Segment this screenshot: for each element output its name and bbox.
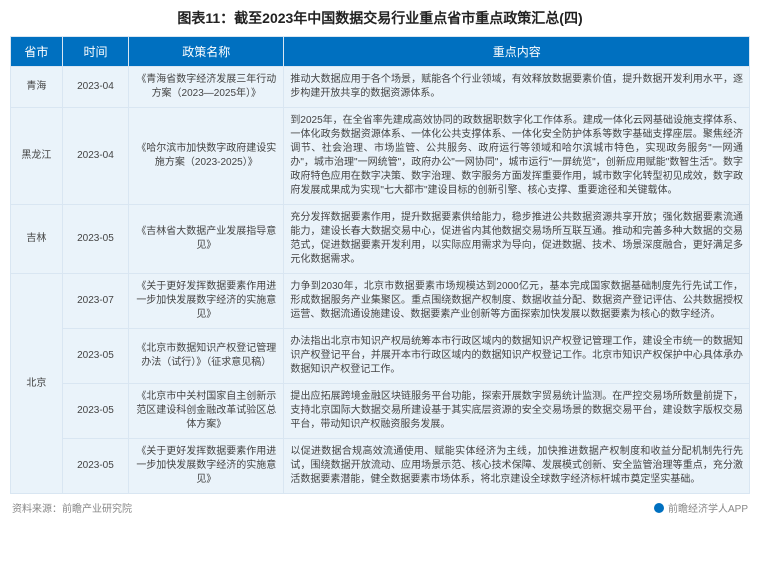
cell-policy-name: 《北京市数据知识产权登记管理办法（试行）》（征求意见稿） — [129, 329, 284, 384]
th-name: 政策名称 — [129, 37, 284, 67]
cell-policy-name: 《青海省数字经济发展三年行动方案（2023—2025年）》 — [129, 67, 284, 108]
cell-time: 2023-04 — [62, 108, 129, 205]
table-row: 2023-05《北京市数据知识产权登记管理办法（试行）》（征求意见稿）办法指出北… — [11, 329, 750, 384]
footer: 资料来源：前瞻产业研究院 前瞻经济学人APP — [10, 500, 750, 515]
th-time: 时间 — [62, 37, 129, 67]
cell-content: 推动大数据应用于各个场景，赋能各个行业领域，有效释放数据要素价值，提升数据开发利… — [284, 67, 750, 108]
cell-time: 2023-07 — [62, 274, 129, 329]
cell-content: 力争到2030年，北京市数据要素市场规模达到2000亿元，基本完成国家数据基础制… — [284, 274, 750, 329]
cell-time: 2023-05 — [62, 205, 129, 274]
table-row: 青海2023-04《青海省数字经济发展三年行动方案（2023—2025年）》推动… — [11, 67, 750, 108]
cell-policy-name: 《关于更好发挥数据要素作用进一步加快发展数字经济的实施意见》 — [129, 439, 284, 494]
cell-province: 青海 — [11, 67, 63, 108]
cell-content: 充分发挥数据要素作用，提升数据要素供给能力，稳步推进公共数据资源共享开放；强化数… — [284, 205, 750, 274]
cell-policy-name: 《吉林省大数据产业发展指导意见》 — [129, 205, 284, 274]
th-content: 重点内容 — [284, 37, 750, 67]
table-body: 青海2023-04《青海省数字经济发展三年行动方案（2023—2025年）》推动… — [11, 67, 750, 494]
policy-table: 省市 时间 政策名称 重点内容 青海2023-04《青海省数字经济发展三年行动方… — [10, 36, 750, 494]
cell-time: 2023-05 — [62, 439, 129, 494]
cell-province: 北京 — [11, 274, 63, 494]
cell-time: 2023-04 — [62, 67, 129, 108]
cell-content: 以促进数据合规高效流通使用、赋能实体经济为主线，加快推进数据产权制度和收益分配机… — [284, 439, 750, 494]
table-row: 吉林2023-05《吉林省大数据产业发展指导意见》充分发挥数据要素作用，提升数据… — [11, 205, 750, 274]
cell-time: 2023-05 — [62, 384, 129, 439]
cell-time: 2023-05 — [62, 329, 129, 384]
cell-content: 到2025年，在全省率先建成高效协同的政数据职数字化工作体系。建成一体化云网基础… — [284, 108, 750, 205]
table-header-row: 省市 时间 政策名称 重点内容 — [11, 37, 750, 67]
cell-policy-name: 《北京市中关村国家自主创新示范区建设科创金融改革试验区总体方案》 — [129, 384, 284, 439]
footer-app-name: 前瞻经济学人APP — [668, 500, 748, 515]
footer-source: 资料来源：前瞻产业研究院 — [12, 500, 132, 515]
cell-province: 黑龙江 — [11, 108, 63, 205]
cell-policy-name: 《哈尔滨市加快数字政府建设实施方案（2023-2025）》 — [129, 108, 284, 205]
cell-content: 提出应拓展跨境金融区块链服务平台功能，探索开展数字贸易统计监测。在严控交易场所数… — [284, 384, 750, 439]
table-row: 2023-05《北京市中关村国家自主创新示范区建设科创金融改革试验区总体方案》提… — [11, 384, 750, 439]
th-province: 省市 — [11, 37, 63, 67]
cell-province: 吉林 — [11, 205, 63, 274]
table-row: 2023-05《关于更好发挥数据要素作用进一步加快发展数字经济的实施意见》以促进… — [11, 439, 750, 494]
table-row: 黑龙江2023-04《哈尔滨市加快数字政府建设实施方案（2023-2025）》到… — [11, 108, 750, 205]
cell-content: 办法指出北京市知识产权局统筹本市行政区域内的数据知识产权登记管理工作，建设全市统… — [284, 329, 750, 384]
logo-icon — [654, 503, 664, 513]
chart-title: 图表11：截至2023年中国数据交易行业重点省市重点政策汇总(四) — [10, 8, 750, 28]
footer-right: 前瞻经济学人APP — [654, 500, 748, 515]
cell-policy-name: 《关于更好发挥数据要素作用进一步加快发展数字经济的实施意见》 — [129, 274, 284, 329]
table-row: 北京2023-07《关于更好发挥数据要素作用进一步加快发展数字经济的实施意见》力… — [11, 274, 750, 329]
